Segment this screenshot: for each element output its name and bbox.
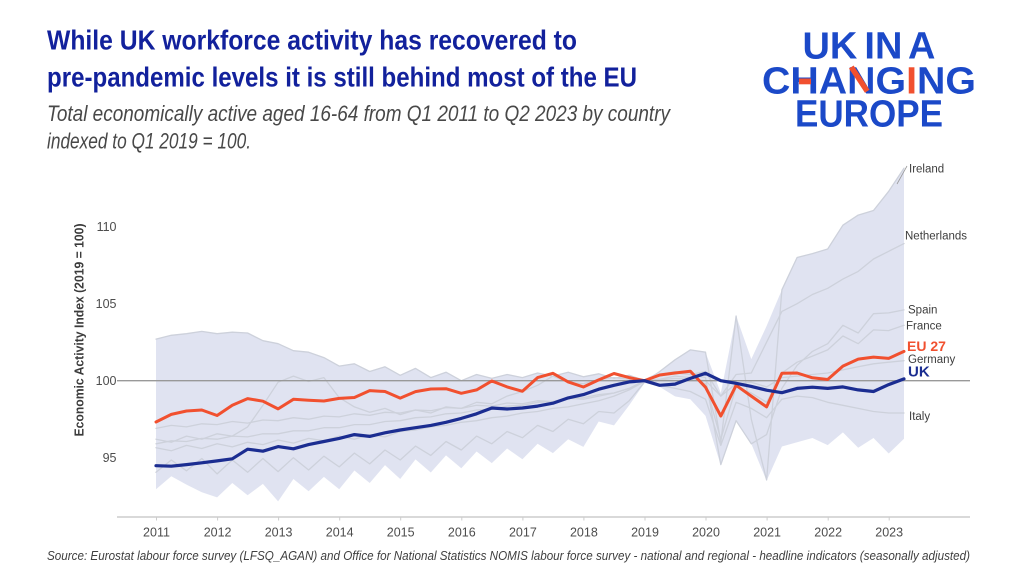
svg-text:100: 100 <box>96 374 117 388</box>
svg-text:2017: 2017 <box>509 526 537 540</box>
svg-text:UK IN A: UK IN A <box>803 26 936 68</box>
svg-text:pre-pandemic levels it is stil: pre-pandemic levels it is still behind m… <box>47 62 637 93</box>
svg-text:indexed to Q1 2019 = 100.: indexed to Q1 2019 = 100. <box>47 128 251 153</box>
svg-text:2020: 2020 <box>692 526 720 540</box>
svg-text:2022: 2022 <box>814 526 842 540</box>
svg-text:2021: 2021 <box>753 526 781 540</box>
svg-text:EUROPE: EUROPE <box>795 94 943 136</box>
svg-text:Netherlands: Netherlands <box>905 231 967 243</box>
svg-text:While UK workforce activity ha: While UK workforce activity has recovere… <box>47 24 577 55</box>
svg-text:Germany: Germany <box>908 354 956 366</box>
svg-text:Total economically active aged: Total economically active aged 16-64 fro… <box>47 101 672 126</box>
svg-text:France: France <box>906 321 942 333</box>
svg-text:UK: UK <box>908 364 930 381</box>
svg-text:105: 105 <box>96 297 117 311</box>
svg-text:EU 27: EU 27 <box>907 338 946 354</box>
svg-text:95: 95 <box>103 451 117 465</box>
svg-text:Ireland: Ireland <box>909 164 944 176</box>
svg-text:2011: 2011 <box>143 526 170 540</box>
svg-text:2013: 2013 <box>265 526 293 540</box>
svg-text:Source: Eurostat labour force: Source: Eurostat labour force survey (LF… <box>47 549 970 563</box>
svg-text:2014: 2014 <box>326 526 354 540</box>
svg-text:2023: 2023 <box>875 526 903 540</box>
svg-text:Spain: Spain <box>908 305 937 317</box>
svg-text:2016: 2016 <box>448 526 476 540</box>
svg-text:110: 110 <box>97 220 117 234</box>
svg-text:Economic Activity Index (2019: Economic Activity Index (2019 = 100) <box>73 224 87 437</box>
svg-text:2019: 2019 <box>631 526 659 540</box>
svg-text:2018: 2018 <box>570 526 598 540</box>
svg-text:2015: 2015 <box>387 526 415 540</box>
svg-text:Italy: Italy <box>909 411 930 423</box>
svg-text:2012: 2012 <box>204 526 232 540</box>
